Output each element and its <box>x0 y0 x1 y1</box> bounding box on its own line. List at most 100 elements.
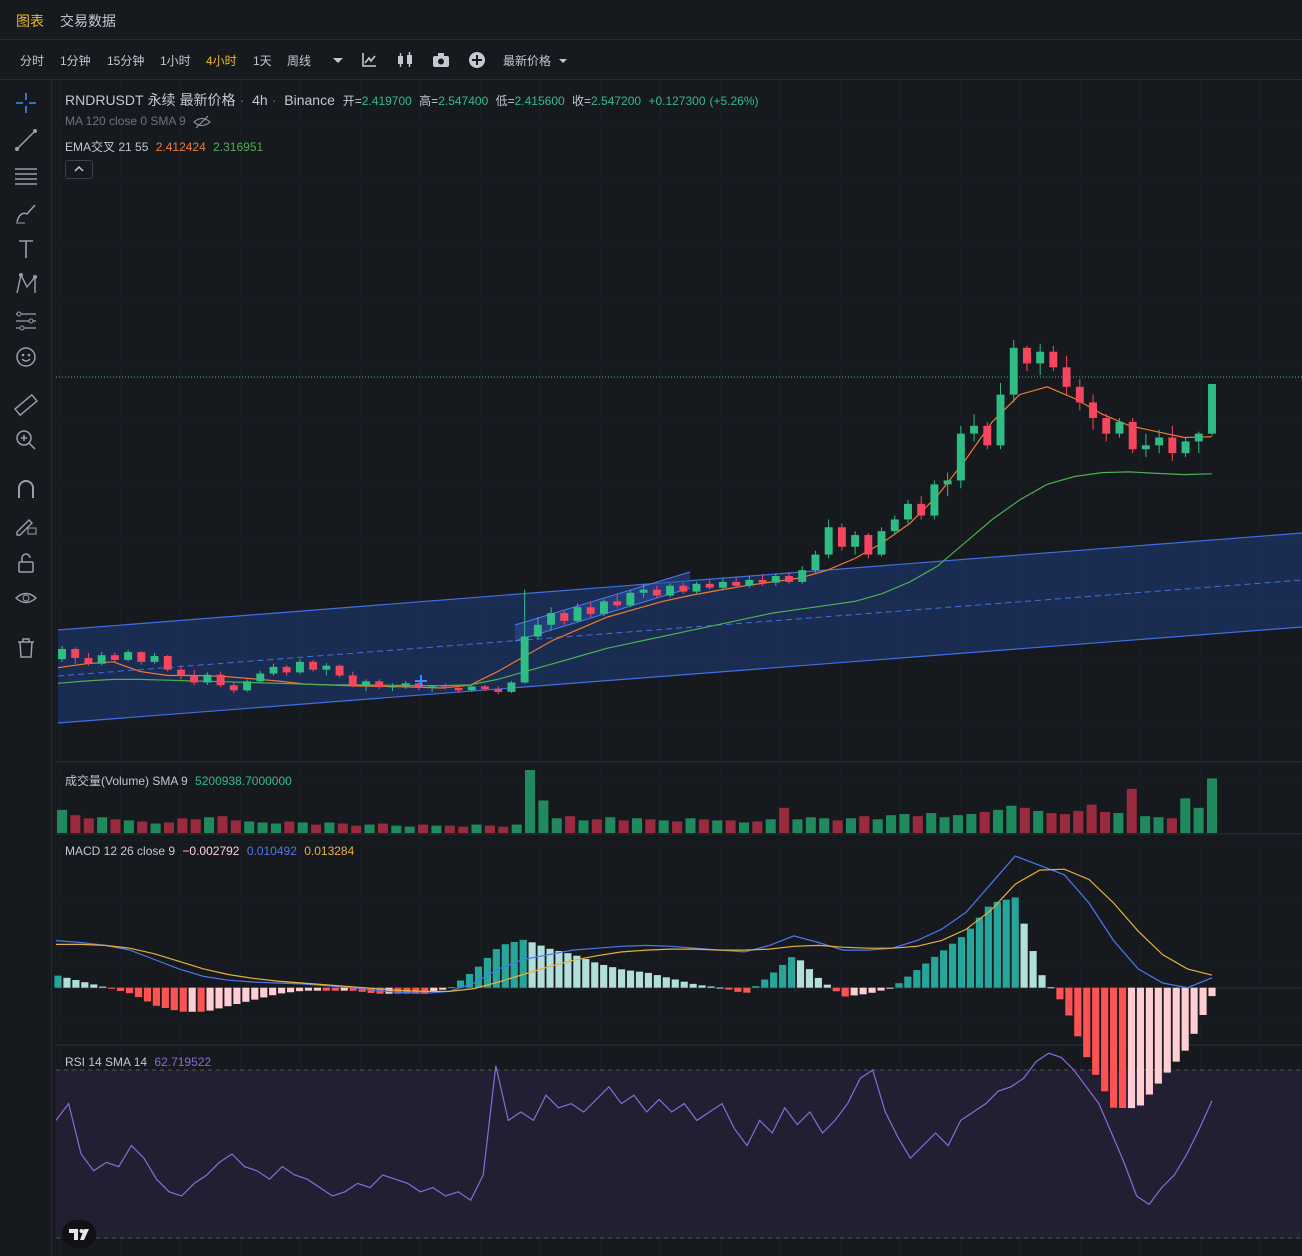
macd-histogram-bar <box>1154 987 1162 1084</box>
timeframe-15m[interactable]: 15分钟 <box>107 54 145 68</box>
macd-histogram-bar <box>63 977 71 988</box>
volume-bar <box>538 800 549 833</box>
unlock-icon[interactable] <box>13 550 39 576</box>
tab-chart[interactable]: 图表 <box>16 13 44 29</box>
candle-body <box>216 674 225 686</box>
macd-histogram-bar <box>743 987 751 993</box>
add-icon[interactable] <box>467 50 487 70</box>
volume-bar <box>177 818 188 833</box>
drawing-toolbar <box>0 80 52 1256</box>
volume-bar <box>351 825 362 833</box>
rsi-line <box>55 1052 1213 1206</box>
timeframe-1w[interactable]: 周线 <box>287 54 312 68</box>
chevron-down-icon[interactable] <box>328 50 348 70</box>
lock-drawing-icon[interactable] <box>13 512 39 538</box>
eye-icon[interactable] <box>13 585 39 611</box>
chart-type-icon[interactable] <box>395 50 415 70</box>
volume-bar <box>257 822 268 833</box>
candle-body <box>1022 347 1031 364</box>
timeframe-1h[interactable]: 1小时 <box>160 54 191 68</box>
symbol-contract: 永续 <box>147 92 176 108</box>
macd-histogram-bar <box>689 983 697 988</box>
macd-histogram-bar <box>671 979 679 988</box>
macd-histogram-bar <box>448 987 456 989</box>
timeframe-1d[interactable]: 1天 <box>253 54 272 68</box>
candle-body <box>626 592 635 606</box>
volume-bar <box>805 817 816 833</box>
macd-histogram-bar <box>143 987 152 1002</box>
rsi-legend[interactable]: RSI 14 SMA 14 62.719522 <box>65 1055 215 1069</box>
rsi-value: 62.719522 <box>154 1055 212 1069</box>
tab-trading-data[interactable]: 交易数据 <box>60 13 116 29</box>
candle-body <box>269 666 278 674</box>
candle-body <box>745 579 754 586</box>
ruler-icon[interactable] <box>13 392 39 418</box>
macd-histogram-bar <box>1163 987 1171 1073</box>
magnet-icon[interactable] <box>13 476 39 502</box>
volume-bar <box>498 826 509 833</box>
macd-histogram-bar <box>456 980 465 988</box>
volume-bar <box>832 820 843 833</box>
macd-histogram-bar <box>805 969 814 988</box>
candle-body <box>137 652 146 662</box>
brush-icon[interactable] <box>13 200 39 226</box>
trash-icon[interactable] <box>13 635 39 661</box>
macd-histogram-bar <box>618 969 626 988</box>
volume-bar <box>56 809 68 833</box>
macd-histogram-bar <box>134 987 143 998</box>
macd-histogram-bar <box>850 987 858 996</box>
indicators-icon[interactable] <box>359 50 379 70</box>
text-icon[interactable] <box>13 236 39 262</box>
timeframe-4h[interactable]: 4小时 <box>206 54 237 68</box>
volume-bar <box>765 819 776 833</box>
crosshair-icon[interactable] <box>13 90 39 116</box>
macd-legend[interactable]: MACD 12 26 close 9 −0.002792 0.010492 0.… <box>65 844 358 858</box>
timeframe-time[interactable]: 分时 <box>20 54 45 68</box>
symbol-pair[interactable]: RNDRUSDT <box>65 92 144 108</box>
volume-legend[interactable]: 成交量(Volume) SMA 9 5200938.7000000 <box>65 772 296 789</box>
eye-hidden-icon[interactable] <box>193 115 211 129</box>
macd-histogram-bar <box>1172 987 1180 1062</box>
macd-histogram-bar <box>197 987 205 1012</box>
volume-bar <box>605 817 616 833</box>
macd-histogram-bar <box>278 987 286 994</box>
volume-bar <box>1140 816 1151 833</box>
volume-bar <box>377 823 388 833</box>
volume-bar <box>899 814 910 833</box>
macd-histogram-bar <box>832 987 840 992</box>
tradingview-logo[interactable] <box>62 1220 96 1248</box>
macd-histogram-bar <box>242 987 250 1002</box>
price-type-select[interactable]: 最新价格 <box>503 52 568 69</box>
pattern-icon[interactable] <box>13 271 39 297</box>
macd-histogram-bar <box>761 979 769 988</box>
volume-bar <box>752 821 763 833</box>
volume-bar <box>364 824 375 833</box>
measure-icon[interactable] <box>13 308 39 334</box>
macd-histogram-bar <box>1127 987 1136 1109</box>
volume-bar <box>284 821 295 833</box>
camera-icon[interactable] <box>431 50 451 70</box>
candle-body <box>454 687 463 691</box>
candle-body <box>1128 421 1137 450</box>
macd-histogram-bar <box>465 973 474 988</box>
collapse-legend-button[interactable] <box>65 160 93 179</box>
trend-line-icon[interactable] <box>13 127 39 153</box>
chart-toolbar: 分时 1分钟 15分钟 1小时 4小时 1天 周线 最新价格 <box>0 40 1302 80</box>
volume-bar <box>672 821 683 833</box>
emoji-icon[interactable] <box>13 344 39 370</box>
candle-body <box>229 685 238 691</box>
volume-bar <box>565 816 576 833</box>
candle-body <box>348 675 357 686</box>
zoom-in-icon[interactable] <box>13 427 39 453</box>
fib-icon[interactable] <box>13 163 39 189</box>
macd-histogram-bar <box>796 960 805 988</box>
ma-legend[interactable]: MA 120 close 0 SMA 9 <box>65 114 211 129</box>
macd-histogram-bar <box>125 987 134 994</box>
volume-bar <box>966 814 977 833</box>
timeframe-1m[interactable]: 1分钟 <box>60 54 91 68</box>
ema-legend[interactable]: EMA交叉 21 55 2.412424 2.316951 <box>65 138 267 155</box>
macd-histogram-bar <box>474 966 483 988</box>
candle-body <box>996 394 1005 446</box>
volume-bar <box>1100 812 1111 833</box>
